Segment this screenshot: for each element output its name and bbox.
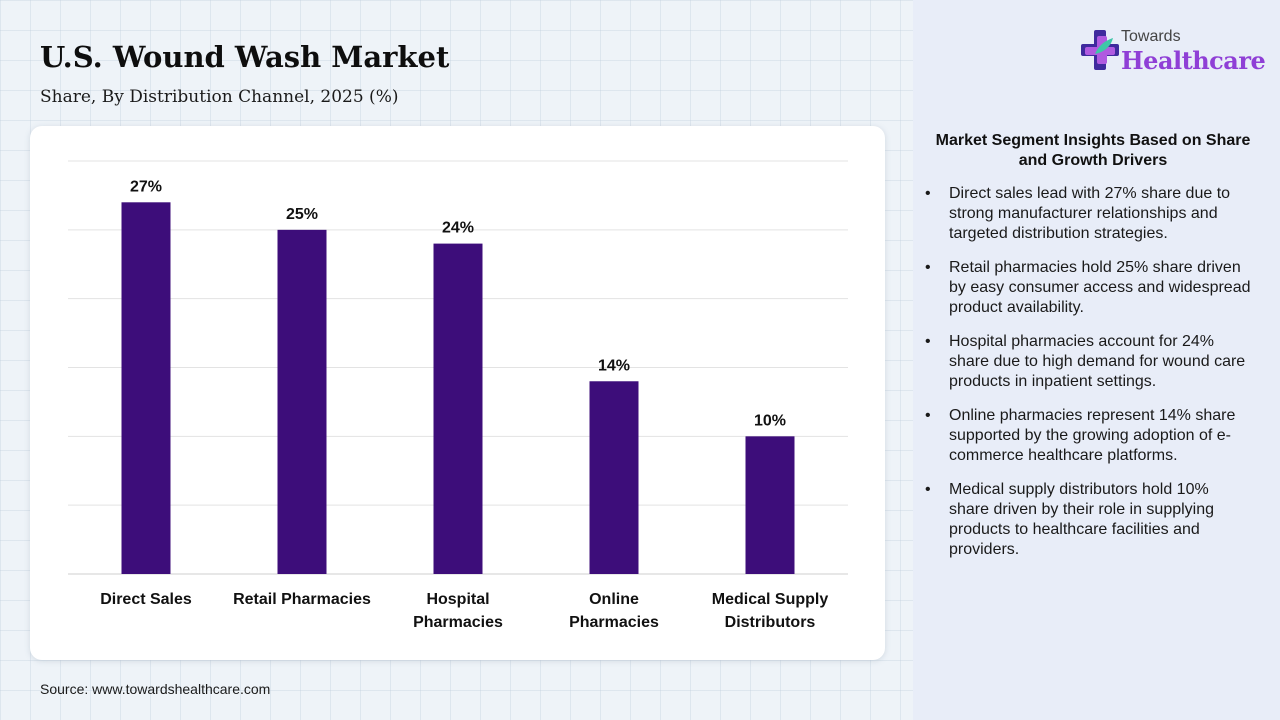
bar <box>589 381 639 574</box>
category-label-line: Distributors <box>725 614 816 631</box>
bullet-icon: • <box>925 481 931 498</box>
source-note: Source: www.towardshealthcare.com <box>40 681 271 697</box>
bar <box>121 202 171 575</box>
category-label-line: Pharmacies <box>569 614 659 631</box>
category-label-line: Pharmacies <box>413 614 503 631</box>
category-label: Retail Pharmacies <box>233 591 371 608</box>
data-label: 10% <box>754 412 786 429</box>
insight-text: Online pharmacies represent 14% share su… <box>949 407 1236 464</box>
bar <box>433 243 483 574</box>
insight-text: Direct sales lead with 27% share due to … <box>949 185 1231 242</box>
category-label-line: Retail Pharmacies <box>233 591 371 608</box>
insight-text: Hospital pharmacies account for 24% shar… <box>949 333 1246 390</box>
bullet-icon: • <box>925 407 931 424</box>
insight-item: • Online pharmacies represent 14% share s… <box>923 406 1253 466</box>
bar-chart: 27% Direct Sales 25% Retail Pharmacies 24% Ho… <box>68 160 848 631</box>
data-label: 24% <box>442 220 474 237</box>
data-label: 14% <box>598 357 630 374</box>
bar <box>277 229 327 574</box>
page-subtitle: Share, By Distribution Channel, 2025 (%) <box>40 87 399 107</box>
insights-panel: Towards Healthcare Market Segment Insigh… <box>913 0 1280 720</box>
category-label: Online Pharmacies <box>569 591 659 631</box>
page-title: U.S. Wound Wash Market <box>40 40 450 74</box>
cross-icon <box>1081 30 1119 70</box>
category-label: Hospital Pharmacies <box>413 591 503 631</box>
insight-item: • Hospital pharmacies account for 24% sha… <box>923 332 1253 392</box>
insight-text: Medical supply distributors hold 10% sha… <box>949 481 1215 558</box>
insight-item: • Direct sales lead with 27% share due to… <box>923 184 1253 244</box>
category-label-line: Hospital <box>426 591 489 608</box>
category-label-line: Medical Supply <box>712 591 829 608</box>
data-label: 25% <box>286 206 318 223</box>
insight-item: • Medical supply distributors hold 10% sh… <box>923 480 1253 560</box>
insight-item: • Retail pharmacies hold 25% share driven… <box>923 258 1253 318</box>
logo-top-text: Towards <box>1121 28 1181 45</box>
insights-title: Market Segment Insights Based on Share a… <box>935 132 1251 169</box>
category-label: Direct Sales <box>100 591 192 608</box>
bullet-icon: • <box>925 333 931 350</box>
category-label-line: Direct Sales <box>100 591 192 608</box>
chart-card: 27% Direct Sales 25% Retail Pharmacies 24% Ho… <box>30 126 885 660</box>
bullet-icon: • <box>925 185 931 202</box>
insights-list: • Direct sales lead with 27% share due to… <box>923 184 1253 574</box>
data-label: 27% <box>130 178 162 195</box>
brand-logo: Towards Healthcare <box>1081 28 1266 78</box>
bar <box>745 436 795 574</box>
insight-text: Retail pharmacies hold 25% share driven … <box>949 259 1251 316</box>
category-label: Medical Supply Distributors <box>712 591 829 631</box>
category-label-line: Online <box>589 591 639 608</box>
bullet-icon: • <box>925 259 931 276</box>
logo-main-text: Healthcare <box>1121 46 1266 75</box>
